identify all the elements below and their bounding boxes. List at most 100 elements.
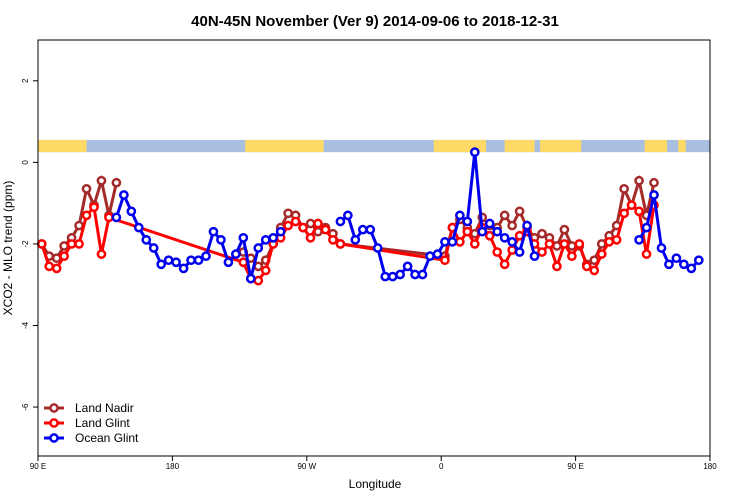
legend-marker [49, 433, 59, 443]
data-point [649, 190, 659, 200]
data-point [96, 249, 107, 259]
data-point [447, 237, 458, 247]
data-point [544, 239, 555, 249]
data-point [455, 210, 465, 221]
data-point [104, 212, 114, 223]
data-point [201, 251, 211, 262]
data-point [619, 208, 629, 219]
data-point [335, 216, 346, 227]
data-point [305, 232, 316, 243]
data-point [44, 261, 55, 272]
data-point [641, 222, 652, 233]
data-point [664, 259, 674, 270]
y-tick-label: 0 [21, 160, 30, 165]
data-point [335, 239, 346, 249]
data-point [365, 224, 376, 235]
data-point [537, 247, 547, 257]
y-tick-label: -6 [21, 403, 30, 411]
data-point [81, 184, 92, 194]
data-point [111, 212, 122, 223]
data-point [51, 253, 62, 264]
data-point [178, 263, 189, 274]
data-point [305, 218, 316, 229]
y-tick-label: -2 [21, 240, 30, 248]
data-point [417, 269, 428, 280]
data-point [74, 220, 84, 231]
data-point [455, 237, 465, 247]
x-axis-label: Longitude [349, 477, 402, 491]
land-segment [644, 139, 668, 153]
data-point [208, 226, 219, 237]
data-point [253, 243, 264, 253]
data-point [74, 239, 84, 249]
data-point [387, 271, 398, 282]
data-point [59, 241, 69, 251]
data-point [611, 234, 622, 245]
data-point [357, 224, 368, 235]
data-point [469, 239, 480, 249]
data-point [59, 251, 69, 262]
data-point [507, 220, 517, 231]
x-tick-label: 0 [439, 462, 444, 471]
data-point [619, 184, 629, 194]
data-point [51, 263, 62, 274]
data-point [395, 269, 405, 280]
data-point [507, 237, 517, 247]
data-point [238, 232, 249, 243]
data-point [649, 177, 659, 188]
data-point [634, 206, 644, 217]
data-point [283, 208, 293, 219]
data-point [589, 265, 600, 276]
data-point [66, 239, 77, 249]
data-point [126, 206, 137, 217]
series-land-glint [36, 200, 659, 286]
data-point [522, 220, 532, 231]
data-point [552, 261, 562, 272]
data-point [380, 271, 391, 282]
data-point [260, 265, 271, 276]
data-point [671, 253, 682, 264]
legend-marker [49, 418, 59, 428]
data-point [171, 257, 181, 268]
data-point [223, 257, 234, 268]
data-point [119, 190, 129, 200]
data-point [604, 237, 615, 247]
data-point [275, 226, 286, 237]
data-point [193, 255, 204, 266]
data-point [156, 259, 167, 270]
data-point [686, 263, 697, 274]
data-point [328, 234, 338, 245]
y-tick-label: 2 [21, 78, 30, 83]
data-point [111, 177, 122, 188]
data-point [484, 230, 495, 241]
data-point [581, 261, 592, 272]
data-point [298, 222, 308, 233]
data-point [492, 226, 503, 237]
data-point [626, 200, 637, 211]
x-tick-label: 90 E [30, 462, 46, 471]
data-point [559, 224, 570, 235]
data-point [596, 249, 607, 259]
data-point [552, 241, 562, 251]
y-tick-label: -4 [21, 321, 30, 329]
data-point [133, 222, 144, 233]
land-segment [540, 139, 582, 153]
land-segment [678, 139, 686, 153]
data-point [641, 249, 652, 259]
x-axis: 90 E 180 90 W 0 90 E 180 [30, 456, 717, 471]
data-point [290, 216, 301, 227]
plot-frame [37, 39, 711, 457]
chart-title: 40N-45N November (Ver 9) 2014-09-06 to 2… [191, 13, 559, 30]
data-point [350, 234, 361, 245]
data-point [499, 232, 510, 243]
data-point [559, 239, 570, 249]
data-point [432, 249, 443, 259]
legend-label: Land Nadir [75, 401, 134, 415]
data-point [567, 241, 577, 251]
data-point [440, 255, 450, 266]
data-point [186, 255, 196, 266]
data-point [679, 259, 689, 270]
data-point [320, 224, 331, 235]
data-point [656, 243, 667, 253]
